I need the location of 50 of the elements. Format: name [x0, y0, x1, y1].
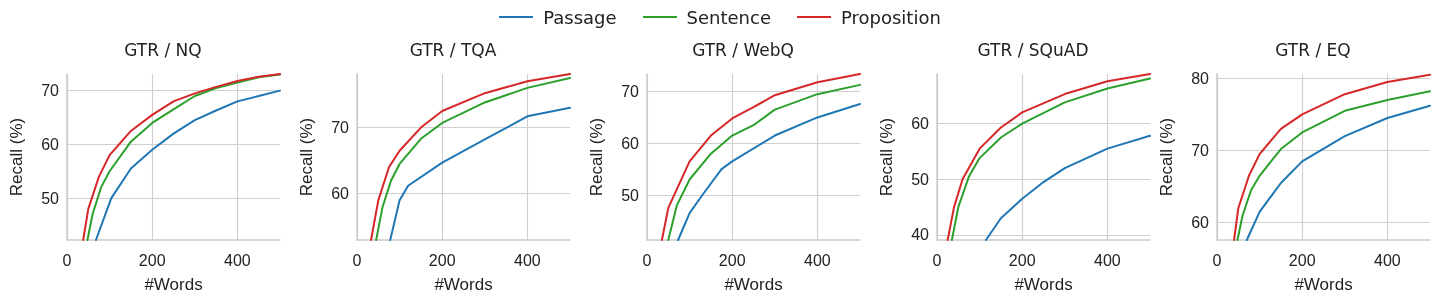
x-tick-label: 200 [718, 251, 746, 269]
y-tick-label: 70 [1191, 142, 1210, 159]
x-tick-label: 0 [352, 251, 362, 269]
chart-title: GTR / WebQ [692, 39, 794, 60]
y-tick-label: 70 [331, 119, 350, 137]
y-tick-label: 60 [1191, 214, 1210, 232]
legend-label: Proposition [840, 6, 941, 28]
y-tick-label: 70 [41, 82, 60, 100]
x-tick-label: 200 [138, 251, 166, 269]
y-tick-label: 60 [911, 115, 930, 133]
x-tick-label: 400 [224, 251, 251, 269]
x-tick-label: 200 [1008, 251, 1036, 269]
line-series [984, 134, 1151, 241]
chart-title: GTR / TQA [409, 39, 497, 60]
line-series [677, 102, 861, 241]
legend-label: Passage [543, 6, 617, 28]
y-tick-label: 70 [621, 83, 640, 101]
y-tick-label: 60 [621, 134, 640, 152]
x-tick-label: 400 [804, 251, 831, 269]
chart-title: GTR / EQ [1275, 39, 1351, 60]
line-series [389, 106, 571, 241]
y-tick-label: 50 [911, 170, 930, 188]
legend-label: Sentence [686, 6, 771, 28]
x-axis-title: #Words [434, 275, 493, 294]
y-tick-label: 80 [1191, 69, 1210, 87]
y-axis-title: Recall (%) [1157, 117, 1176, 197]
x-tick-label: 200 [1288, 251, 1316, 269]
y-axis-title: Recall (%) [587, 117, 606, 197]
x-axis-title: #Words [1294, 275, 1353, 294]
y-tick-label: 50 [621, 186, 640, 204]
y-tick-label: 60 [41, 135, 60, 153]
chart-title: GTR / NQ [124, 39, 202, 60]
x-tick-label: 0 [62, 251, 72, 269]
x-axis-title: #Words [724, 275, 783, 294]
y-axis-title: Recall (%) [877, 117, 896, 197]
chart-title: GTR / SQuAD [977, 39, 1089, 60]
x-axis-title: #Words [1014, 275, 1073, 294]
x-tick-label: 0 [642, 251, 652, 269]
y-axis-title: Recall (%) [7, 117, 26, 197]
x-tick-label: 0 [1212, 251, 1222, 269]
y-tick-label: 60 [331, 185, 350, 203]
x-tick-label: 400 [514, 251, 541, 269]
y-tick-label: 40 [911, 226, 930, 244]
x-tick-label: 200 [428, 251, 456, 269]
y-axis-title: Recall (%) [297, 117, 316, 197]
x-tick-label: 0 [932, 251, 942, 269]
y-tick-label: 50 [41, 189, 60, 207]
x-axis-title: #Words [144, 275, 203, 294]
x-tick-label: 400 [1374, 251, 1401, 269]
x-tick-label: 400 [1094, 251, 1121, 269]
